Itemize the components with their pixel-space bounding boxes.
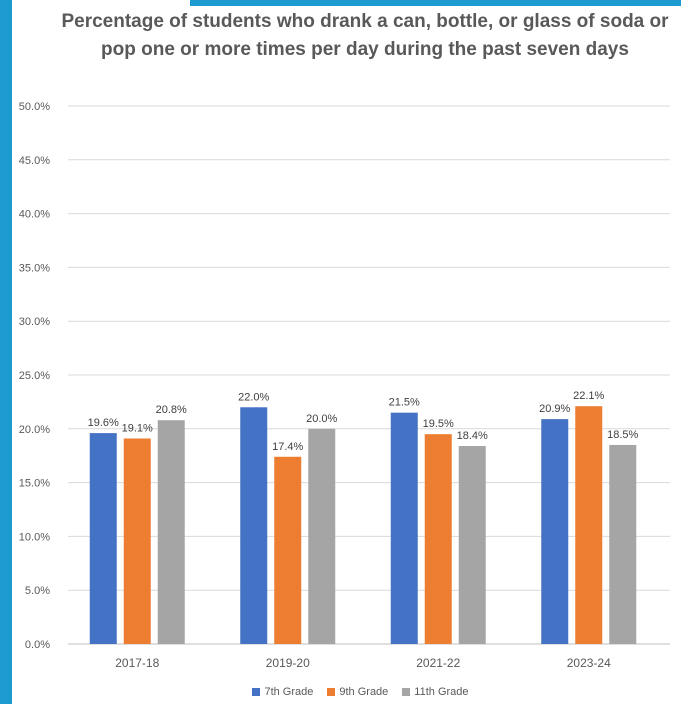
left-accent-bar [0, 0, 12, 704]
bar [157, 420, 185, 644]
top-accent-bar [190, 0, 681, 6]
data-label: 22.1% [573, 390, 604, 402]
y-tick-label: 45.0% [19, 155, 50, 167]
data-label: 19.6% [88, 417, 119, 429]
legend-label: 11th Grade [414, 686, 469, 698]
y-tick-label: 40.0% [19, 209, 50, 221]
x-tick-label: 2017-18 [115, 656, 159, 670]
legend-swatch [402, 688, 411, 696]
data-label: 21.5% [389, 397, 420, 409]
bar [89, 433, 117, 644]
legend-item: 11th Grade [402, 686, 469, 698]
bar [123, 438, 151, 644]
y-tick-label: 35.0% [19, 262, 50, 274]
y-tick-label: 50.0% [19, 101, 50, 113]
legend-item: 7th Grade [252, 686, 313, 698]
data-label: 20.8% [156, 404, 187, 416]
bar [274, 456, 302, 644]
legend-swatch [252, 688, 261, 696]
data-label: 19.1% [122, 422, 153, 434]
data-label: 19.5% [423, 418, 454, 430]
legend-label: 9th Grade [339, 686, 389, 698]
bar [424, 434, 452, 644]
bar [575, 406, 603, 644]
y-tick-label: 10.0% [19, 531, 50, 543]
bar [390, 412, 418, 644]
y-tick-label: 30.0% [19, 316, 50, 328]
y-tick-label: 20.0% [19, 424, 50, 436]
bar [458, 446, 486, 644]
legend-label: 7th Grade [264, 686, 314, 698]
x-tick-label: 2021-22 [416, 656, 460, 670]
bar [541, 419, 569, 644]
chart-legend: 7th Grade 9th Grade 11th Grade [0, 686, 681, 698]
y-tick-label: 5.0% [25, 585, 50, 597]
x-tick-label: 2019-20 [266, 656, 310, 670]
data-label: 17.4% [272, 441, 303, 453]
legend-swatch [327, 688, 336, 696]
data-label: 18.5% [607, 429, 638, 441]
data-label: 18.4% [457, 430, 488, 442]
bar [240, 407, 268, 644]
x-tick-label: 2023-24 [567, 656, 611, 670]
data-label: 20.9% [539, 403, 570, 415]
data-label: 20.0% [306, 413, 337, 425]
y-tick-label: 0.0% [25, 639, 50, 651]
bar [609, 444, 637, 644]
data-label: 22.0% [238, 391, 269, 403]
y-tick-label: 15.0% [19, 478, 50, 490]
y-tick-label: 25.0% [19, 370, 50, 382]
chart-title: Percentage of students who drank a can, … [61, 11, 669, 60]
bar [308, 428, 336, 644]
legend-item: 9th Grade [327, 686, 388, 698]
